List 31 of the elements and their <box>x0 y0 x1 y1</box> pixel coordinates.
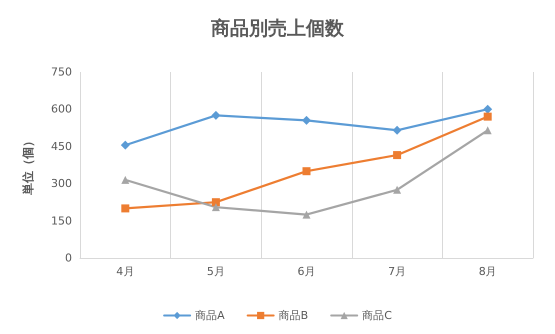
y-tick-label: 750 <box>51 66 72 78</box>
chart-title: 商品別売上個数 <box>210 18 345 40</box>
y-axis-title: 単位（個） <box>21 135 35 196</box>
point <box>211 110 220 120</box>
x-tick-label: 7月 <box>388 265 406 278</box>
y-tick-label: 450 <box>51 140 72 153</box>
point <box>121 176 130 184</box>
y-tick-label: 0 <box>65 252 72 264</box>
point <box>484 112 492 121</box>
y-tick-label: 300 <box>51 177 72 190</box>
point <box>393 151 402 160</box>
point <box>121 204 130 212</box>
y-tick-label: 150 <box>51 214 72 228</box>
point <box>120 140 130 150</box>
point <box>302 210 310 219</box>
point <box>393 186 402 194</box>
point <box>302 116 311 125</box>
legend-label: 商品A <box>195 309 226 322</box>
point <box>483 104 492 114</box>
x-tick-label: 6月 <box>298 265 316 278</box>
y-tick-label: 600 <box>51 102 72 116</box>
point <box>302 167 310 176</box>
point <box>484 126 492 134</box>
point <box>212 198 220 206</box>
point <box>212 203 220 212</box>
x-tick-label: 5月 <box>206 265 225 278</box>
x-tick-label: 4月 <box>116 265 134 278</box>
legend-label: 商品B <box>278 309 308 322</box>
point <box>392 126 402 135</box>
legend-label: 商品C <box>362 309 392 322</box>
x-tick-label: 8月 <box>478 265 497 278</box>
